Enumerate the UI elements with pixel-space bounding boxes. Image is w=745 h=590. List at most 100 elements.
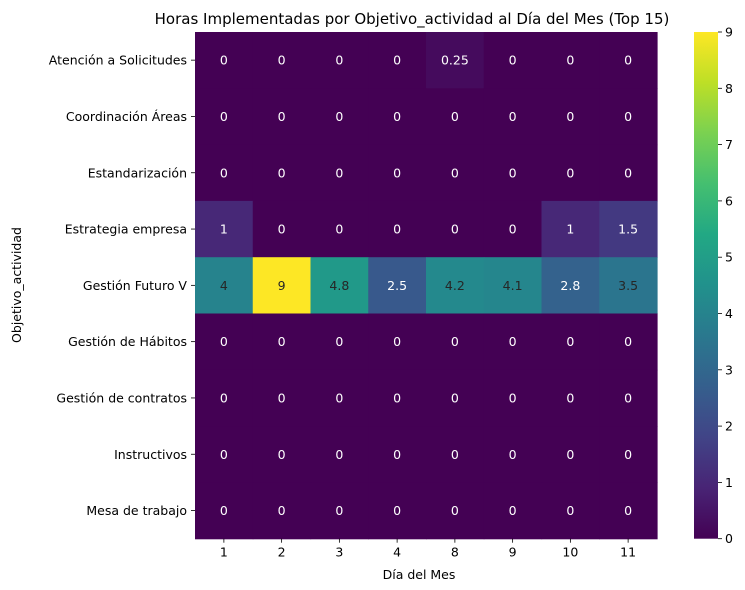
heatmap-cell <box>252 482 312 540</box>
cell-value-label: 0 <box>220 503 228 518</box>
cell-value-label: 0 <box>335 165 343 180</box>
cell-value-label: 0 <box>278 390 286 405</box>
y-tick-label: Gestión de contratos <box>56 390 187 405</box>
x-tick-label: 1 <box>220 545 228 560</box>
heatmap-cell <box>310 200 369 258</box>
x-axis-label: Día del Mes <box>383 567 456 582</box>
heatmap-cell <box>195 369 254 427</box>
x-tick-label: 9 <box>509 545 517 560</box>
cell-value-label: 0 <box>451 109 459 124</box>
cell-value-label: 0 <box>509 503 517 518</box>
cell-value-label: 0 <box>393 334 401 349</box>
heatmap-cell <box>483 144 543 202</box>
y-axis-label: Objetivo_actividad <box>9 227 24 343</box>
cell-value-label: 0 <box>393 390 401 405</box>
heatmap-cell <box>368 144 427 202</box>
heatmap-cell <box>483 369 543 427</box>
heatmap-cell <box>252 313 312 371</box>
heatmap-cell <box>426 257 485 315</box>
heatmap-cell <box>541 88 600 146</box>
heatmap-cell <box>541 313 600 371</box>
heatmap-cell <box>599 88 658 146</box>
colorbar: 0 1 2 3 4 5 6 7 8 9 <box>694 25 733 546</box>
heatmap-cell <box>426 32 485 89</box>
cell-value-label: 0 <box>278 165 286 180</box>
heatmap-cell <box>195 482 254 540</box>
heatmap-cell <box>195 200 254 258</box>
colorbar-tick-label: 9 <box>725 25 733 40</box>
heatmap-cell <box>599 144 658 202</box>
y-tick-label: Coordinación Áreas <box>66 109 187 124</box>
heatmap-cell <box>252 200 312 258</box>
cell-value-label: 0 <box>624 53 632 68</box>
cell-value-label: 0 <box>509 109 517 124</box>
heatmap-cell <box>599 426 658 483</box>
heatmap-cell <box>599 369 658 427</box>
heatmap-cell <box>599 32 658 89</box>
cell-value-label: 0 <box>624 165 632 180</box>
heatmap-cell <box>541 257 600 315</box>
y-axis-ticks: Atención a Solicitudes Coordinación Áreas… <box>49 53 195 518</box>
heatmap-cell <box>310 313 369 371</box>
heatmap-cell <box>195 426 254 483</box>
heatmap-cell <box>310 257 369 315</box>
cell-value-label: 0.25 <box>441 53 469 68</box>
heatmap-cell <box>541 32 600 89</box>
cell-value-label: 0 <box>335 390 343 405</box>
cell-value-label: 0 <box>278 503 286 518</box>
cell-value-label: 0 <box>220 334 228 349</box>
colorbar-gradient <box>694 32 718 539</box>
cell-value-label: 0 <box>509 447 517 462</box>
cell-value-label: 0 <box>624 503 632 518</box>
heatmap-cell <box>252 32 312 89</box>
cell-value-label: 0 <box>220 447 228 462</box>
cell-value-label: 0 <box>220 390 228 405</box>
cell-value-label: 0 <box>393 53 401 68</box>
cell-value-label: 9 <box>278 278 286 293</box>
heatmap-cell <box>368 88 427 146</box>
heatmap-cell <box>368 257 427 315</box>
cell-value-label: 0 <box>566 109 574 124</box>
heatmap-cell <box>483 482 543 540</box>
cell-value-label: 0 <box>566 165 574 180</box>
cell-value-label: 0 <box>624 334 632 349</box>
heatmap-cell <box>541 200 600 258</box>
cell-value-label: 2.8 <box>560 278 580 293</box>
cell-value-label: 0 <box>566 447 574 462</box>
cell-value-label: 0 <box>335 503 343 518</box>
heatmap-cell <box>252 144 312 202</box>
y-tick-label: Atención a Solicitudes <box>49 53 187 68</box>
heatmap-cell <box>368 32 427 89</box>
x-tick-label: 11 <box>620 545 636 560</box>
heatmap-cell <box>368 313 427 371</box>
cell-value-label: 3.5 <box>618 278 638 293</box>
heatmap-cell <box>426 426 485 483</box>
heatmap-cell <box>252 369 312 427</box>
cell-value-label: 0 <box>509 222 517 237</box>
colorbar-tick-label: 1 <box>725 475 733 490</box>
heatmap-cell <box>195 257 254 315</box>
cell-value-label: 0 <box>451 222 459 237</box>
colorbar-tick-label: 4 <box>725 306 733 321</box>
heatmap-cell <box>310 144 369 202</box>
cell-value-label: 0 <box>220 165 228 180</box>
cell-value-label: 0 <box>220 109 228 124</box>
colorbar-tick-label: 3 <box>725 362 733 377</box>
cell-value-label: 0 <box>509 165 517 180</box>
heatmap-cell <box>252 426 312 483</box>
colorbar-tick-label: 6 <box>725 193 733 208</box>
y-tick-label: Instructivos <box>114 447 187 462</box>
cell-value-label: 0 <box>278 53 286 68</box>
cell-value-label: 0 <box>509 390 517 405</box>
colorbar-tick-label: 0 <box>725 531 733 546</box>
heatmap-cell <box>599 257 658 315</box>
cell-value-label: 0 <box>393 447 401 462</box>
heatmap-cell <box>310 88 369 146</box>
heatmap-cell <box>483 426 543 483</box>
cell-value-label: 0 <box>335 222 343 237</box>
heatmap-cell <box>483 88 543 146</box>
y-tick-label: Estandarización <box>88 165 187 180</box>
cell-value-label: 1 <box>220 222 228 237</box>
heatmap-cell <box>310 369 369 427</box>
cell-value-label: 0 <box>451 334 459 349</box>
